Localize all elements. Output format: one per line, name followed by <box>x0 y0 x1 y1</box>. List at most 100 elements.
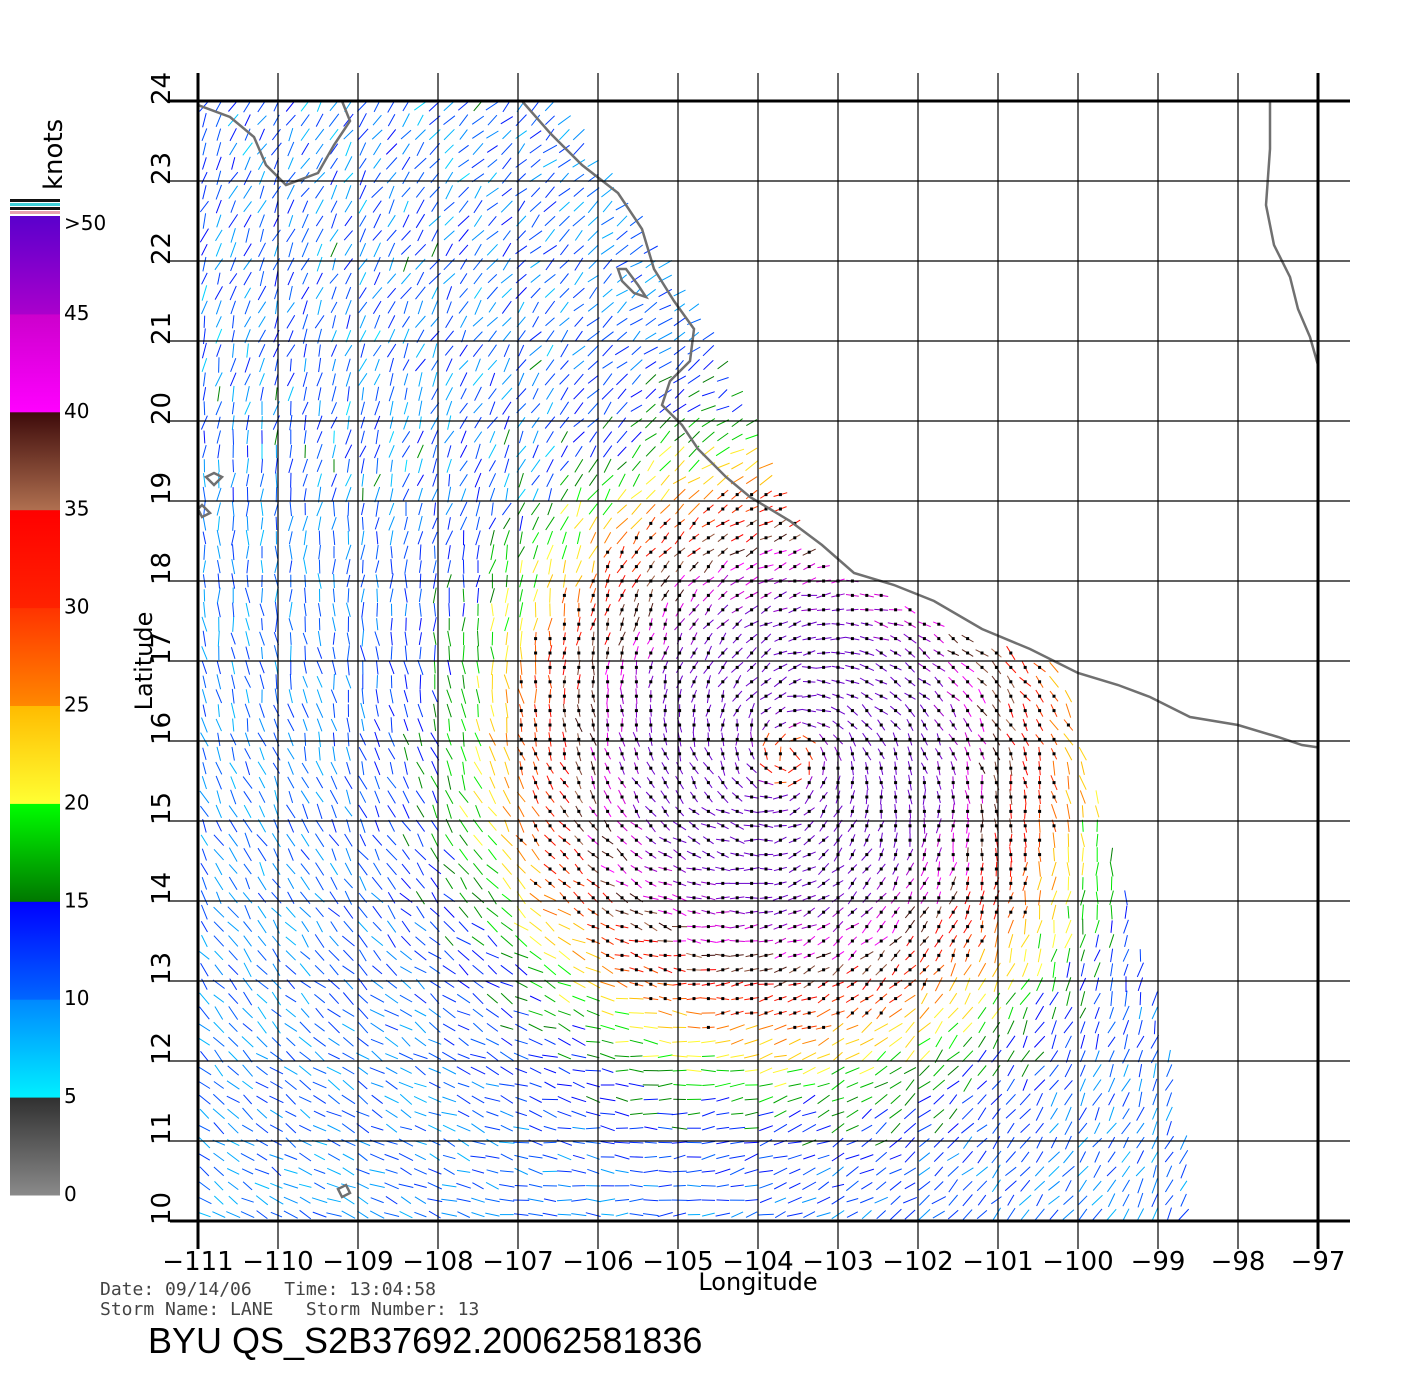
rain-flag-marker <box>1038 723 1042 727</box>
wind-vector <box>231 688 235 704</box>
rain-flag-marker <box>735 651 739 655</box>
wind-vector <box>299 906 312 918</box>
rain-flag-marker <box>879 608 883 612</box>
wind-vector <box>217 545 221 559</box>
rain-flag-marker <box>750 493 754 497</box>
wind-vector <box>201 904 208 920</box>
wind-vector <box>1094 1021 1100 1034</box>
wind-vector <box>1095 862 1099 876</box>
rain-flag-marker <box>721 507 725 511</box>
wind-vector <box>474 472 482 488</box>
rain-flag-marker <box>764 651 768 655</box>
wind-vector <box>542 1054 558 1058</box>
wind-vector <box>362 559 364 574</box>
wind-vector <box>615 517 629 529</box>
wind-vector <box>203 544 206 560</box>
wind-vector <box>701 418 716 428</box>
wind-vector <box>418 502 423 516</box>
wind-vector <box>587 344 599 357</box>
rain-flag-marker <box>922 622 926 626</box>
wind-vector <box>559 401 570 415</box>
wind-vector <box>977 1107 987 1121</box>
wind-vector <box>817 1154 830 1160</box>
rain-flag-marker <box>534 637 538 641</box>
wind-vector <box>717 432 729 442</box>
wind-vector <box>903 1067 917 1075</box>
wind-vector <box>687 374 701 384</box>
rain-flag-marker <box>865 781 869 785</box>
wind-vector <box>418 776 423 789</box>
wind-vector <box>890 1195 901 1205</box>
wind-vector <box>630 404 643 412</box>
wind-vector <box>1035 1151 1044 1163</box>
rain-flag-marker <box>966 781 970 785</box>
wind-vector <box>258 718 266 732</box>
wind-vector <box>629 1127 644 1130</box>
wind-vector <box>459 416 468 430</box>
wind-vector <box>387 273 397 284</box>
wind-vector <box>431 760 439 776</box>
wind-vector <box>603 458 612 473</box>
rain-flag-marker <box>1009 752 1013 756</box>
rain-flag-marker <box>822 939 826 943</box>
wind-vector <box>513 1213 529 1216</box>
rain-flag-marker <box>620 622 624 626</box>
wind-vector <box>1020 1179 1031 1192</box>
wind-vector <box>255 1123 269 1134</box>
wind-vector <box>329 789 339 805</box>
wind-vector <box>560 488 569 501</box>
wind-vector <box>561 545 568 560</box>
rain-flag-marker <box>591 910 595 914</box>
wind-vector <box>530 187 541 198</box>
wind-vector <box>533 589 539 602</box>
wind-vector <box>431 387 439 401</box>
wind-vector <box>373 373 381 386</box>
wind-vector <box>333 673 335 690</box>
wind-vector <box>903 1108 917 1120</box>
wind-vector <box>370 1125 384 1131</box>
wind-vector <box>341 935 355 947</box>
wind-vector <box>345 675 352 689</box>
wind-vector <box>457 1211 471 1218</box>
rain-flag-marker <box>822 651 826 655</box>
rain-flag-marker <box>634 953 638 957</box>
wind-vector <box>1007 919 1014 934</box>
rain-flag-marker <box>750 550 754 554</box>
rain-flag-marker <box>1038 766 1042 770</box>
rain-flag-marker <box>534 709 538 713</box>
rain-flag-marker <box>764 766 768 770</box>
wind-vector <box>687 1112 701 1116</box>
rain-flag-marker <box>793 694 797 698</box>
wind-vector <box>260 560 264 574</box>
wind-vector <box>947 1065 959 1076</box>
wind-vector <box>572 995 586 1002</box>
wind-vector <box>1077 1165 1089 1177</box>
wind-vector <box>1051 1034 1057 1050</box>
wind-vector <box>318 747 321 761</box>
wind-vector <box>501 1037 513 1046</box>
wind-vector <box>505 560 509 573</box>
rain-flag-marker <box>562 752 566 756</box>
rain-flag-marker <box>980 781 984 785</box>
wind-vector <box>946 1080 960 1090</box>
rain-flag-marker <box>750 665 754 669</box>
wind-vector <box>602 315 613 328</box>
wind-vector <box>414 922 427 932</box>
wind-vector <box>428 1081 441 1089</box>
wind-vector <box>346 314 351 329</box>
wind-vector <box>950 963 956 977</box>
rain-flag-marker <box>894 752 898 756</box>
wind-vector <box>501 502 512 516</box>
rain-flag-marker <box>591 752 595 756</box>
wind-vector <box>978 993 986 1004</box>
wind-vector <box>471 230 485 241</box>
wind-vector <box>473 834 483 846</box>
wind-vector <box>1048 1180 1060 1191</box>
wind-vector <box>446 286 453 300</box>
wind-vector <box>271 128 281 141</box>
wind-vector <box>601 1068 614 1073</box>
wind-vector <box>374 631 380 646</box>
wind-vector <box>402 214 410 228</box>
rain-flag-marker <box>1009 737 1013 741</box>
rain-flag-marker <box>634 968 638 972</box>
